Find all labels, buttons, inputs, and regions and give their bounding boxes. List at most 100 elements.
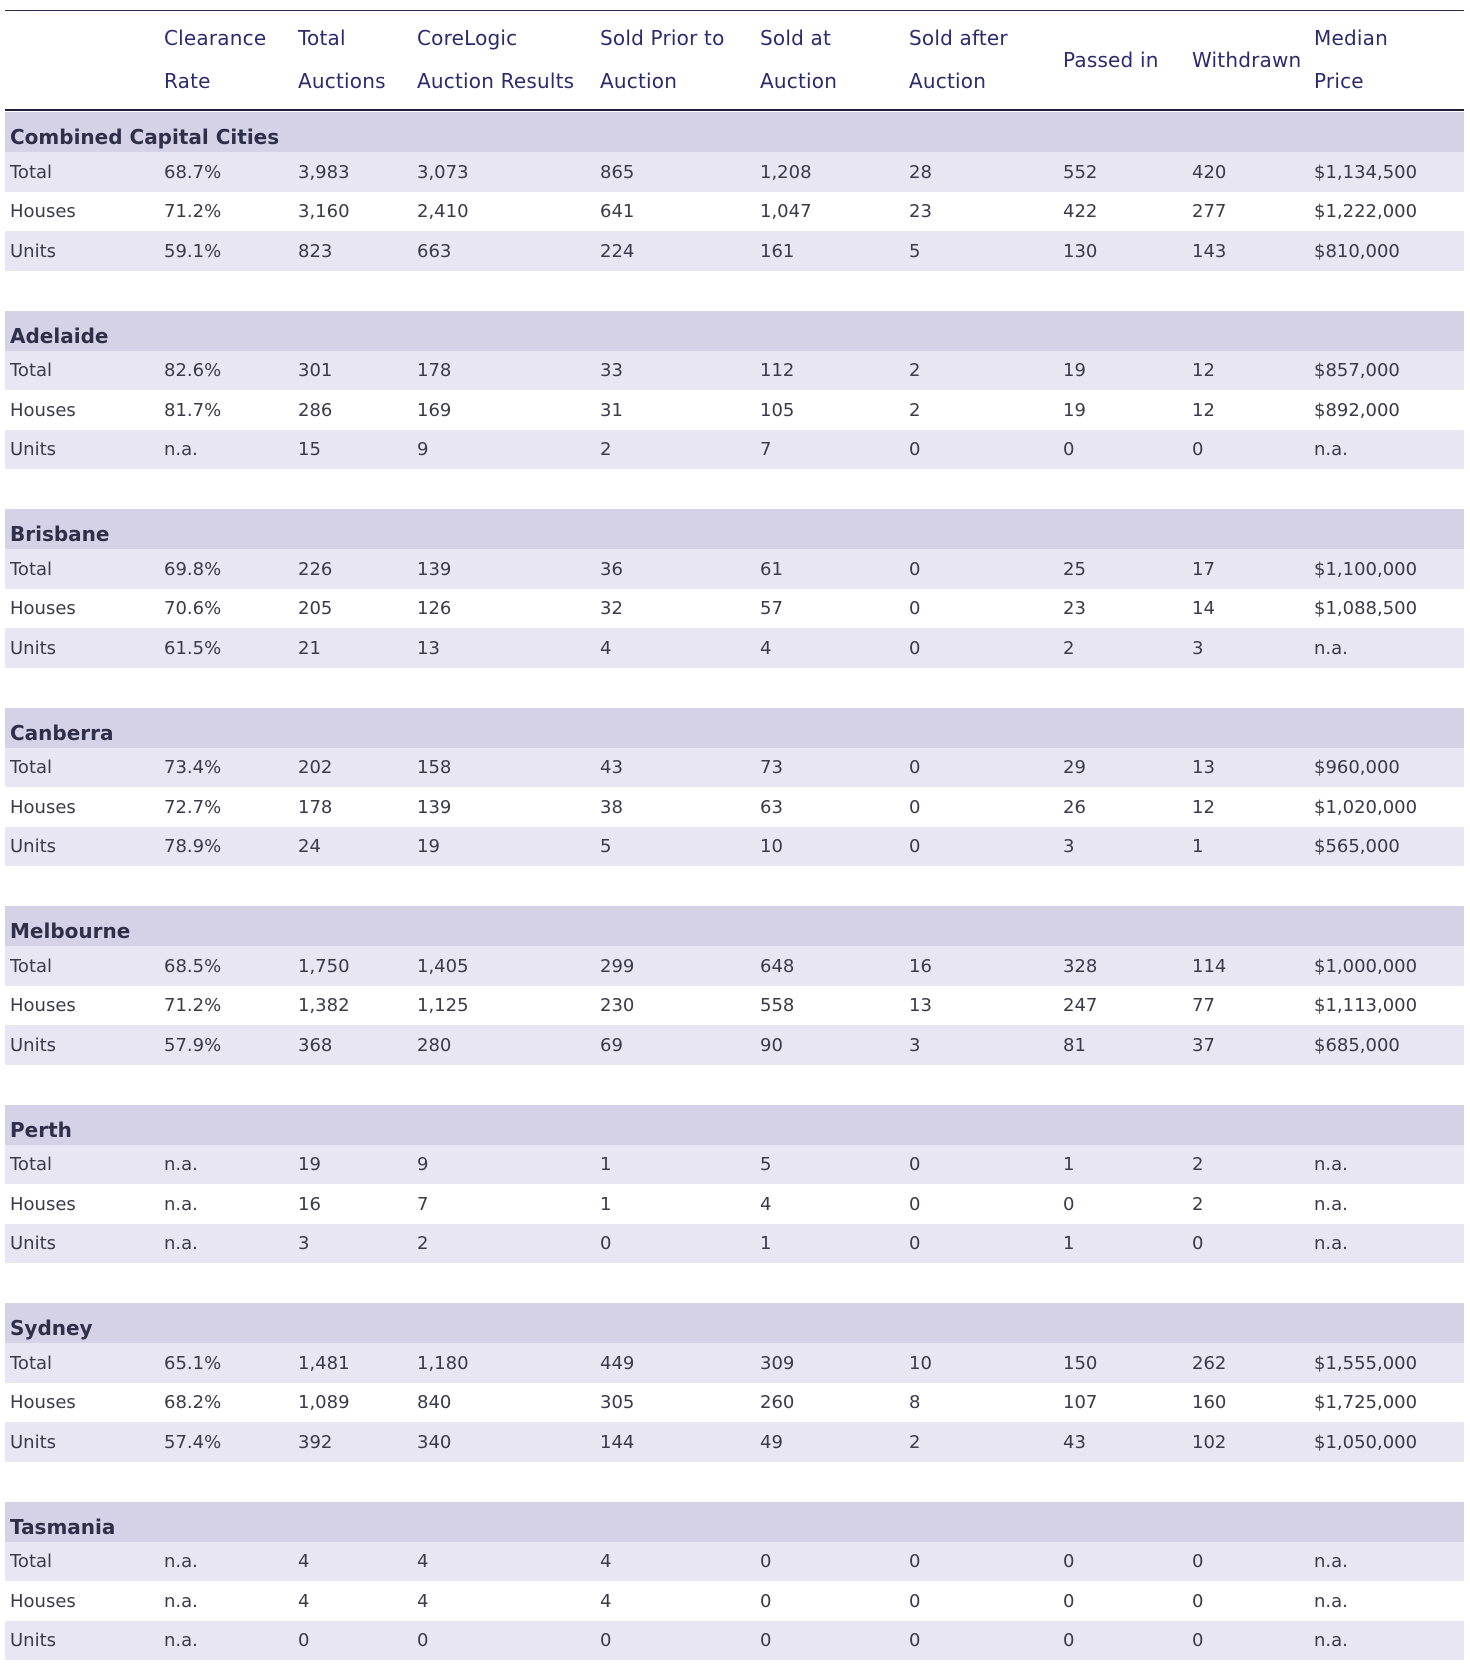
table-cell: 90: [760, 1034, 783, 1056]
table-cell: n.a.: [164, 1551, 198, 1573]
table-cell: 277: [1192, 201, 1227, 223]
table-cell: 0: [1192, 439, 1204, 461]
table-cell: 14: [1192, 598, 1215, 620]
table-cell: 422: [1063, 201, 1098, 223]
table-cell: 77: [1192, 995, 1215, 1017]
column-header-line: Auctions: [298, 69, 386, 93]
table-cell: 4: [600, 1551, 612, 1573]
table-cell: 19: [1063, 399, 1086, 421]
table-cell: n.a.: [1314, 1193, 1348, 1215]
table-cell: 0: [909, 1193, 921, 1215]
table-cell: 33: [600, 360, 623, 382]
table-cell: 4: [760, 637, 772, 659]
row-label: Units: [10, 637, 57, 659]
column-header-line: Auction Results: [417, 69, 575, 93]
table-cell: 3: [909, 1034, 921, 1056]
table-cell: 0: [1063, 1630, 1075, 1652]
table-cell: 13: [417, 637, 440, 659]
table-cell: 224: [600, 240, 635, 262]
table-cell: 0: [1192, 1551, 1204, 1573]
table-cell: 107: [1063, 1392, 1098, 1414]
city-group: Combined Capital Cities Total 68.7% 3,983 3,…: [5, 111, 1464, 271]
table-cell: 340: [417, 1431, 452, 1453]
table-cell: 43: [600, 757, 623, 779]
group-spacer: [5, 1065, 1464, 1105]
table-cell: $1,050,000: [1314, 1431, 1418, 1453]
table-cell: n.a.: [1314, 637, 1348, 659]
row-label: Units: [10, 1034, 57, 1056]
table-cell: 420: [1192, 161, 1227, 183]
table-cell: 144: [600, 1431, 635, 1453]
city-group-title: Melbourne: [5, 906, 1464, 946]
row-label: Total: [10, 757, 53, 779]
table-cell: 25: [1063, 558, 1086, 580]
column-header-line: Sold after: [909, 26, 1008, 50]
table-cell: 10: [760, 836, 783, 858]
table-cell: 57.4%: [164, 1431, 222, 1453]
table-cell: 0: [909, 1233, 921, 1255]
city-group-title: Adelaide: [5, 310, 1464, 351]
table-cell: 31: [600, 399, 623, 421]
table-cell: 15: [298, 439, 321, 461]
table-cell: 57.9%: [164, 1034, 222, 1056]
table-cell: 0: [1192, 1233, 1204, 1255]
row-label: Houses: [10, 1392, 76, 1414]
table-cell: 130: [1063, 240, 1098, 262]
table-cell: $565,000: [1314, 836, 1400, 858]
table-cell: 21: [298, 637, 321, 659]
table-cell: 648: [760, 955, 795, 977]
table-row: Houses 81.7% 286 169 31 105 2 19 12 $892,000: [5, 390, 1464, 430]
table-cell: 73.4%: [164, 757, 222, 779]
column-header: Sold after Auction: [904, 11, 1058, 109]
table-cell: 158: [417, 757, 452, 779]
table-cell: 1: [600, 1193, 612, 1215]
table-cell: 69.8%: [164, 558, 222, 580]
table-cell: 0: [909, 796, 921, 818]
table-cell: $1,100,000: [1314, 558, 1418, 580]
table-cell: 7: [417, 1193, 429, 1215]
table-cell: 4: [760, 1193, 772, 1215]
table-cell: 73: [760, 757, 783, 779]
table-cell: 2: [417, 1233, 429, 1255]
column-header: Median Price: [1309, 11, 1464, 109]
table-cell: 71.2%: [164, 201, 222, 223]
table-cell: 0: [909, 439, 921, 461]
table-cell: n.a.: [1314, 1154, 1348, 1176]
table-row: Total n.a. 19 9 1 5 0 1 2 n.a.: [5, 1144, 1464, 1184]
auction-results-table: Clearance Rate Total Auctions CoreLogic Aucti…: [5, 10, 1464, 1660]
table-cell: $1,088,500: [1314, 598, 1418, 620]
table-cell: 139: [417, 796, 452, 818]
row-label: Units: [10, 1431, 57, 1453]
table-cell: 65.1%: [164, 1352, 222, 1374]
table-cell: 13: [1192, 757, 1215, 779]
column-header-line: Auction: [600, 69, 678, 93]
column-header: Passed in: [1058, 11, 1187, 109]
table-cell: 0: [909, 598, 921, 620]
table-row: Total 82.6% 301 178 33 112 2 19 12 $857,000: [5, 350, 1464, 390]
table-cell: 0: [1192, 1590, 1204, 1612]
table-cell: 3,073: [417, 161, 469, 183]
row-label: Total: [10, 1352, 53, 1374]
table-cell: $960,000: [1314, 757, 1400, 779]
table-cell: 28: [909, 161, 932, 183]
city-group: Perth Total n.a. 19 9 1 5 0 1 2 n.a. Houses n.a. 16 7 1…: [5, 1065, 1464, 1263]
column-header-line: CoreLogic: [417, 26, 518, 50]
table-cell: 230: [600, 995, 635, 1017]
row-label: Total: [10, 360, 53, 382]
table-cell: $1,113,000: [1314, 995, 1418, 1017]
table-cell: 305: [600, 1392, 635, 1414]
table-cell: n.a.: [1314, 1630, 1348, 1652]
table-cell: 9: [417, 1154, 429, 1176]
table-cell: 260: [760, 1392, 795, 1414]
table-cell: 309: [760, 1352, 795, 1374]
table-cell: $1,725,000: [1314, 1392, 1418, 1414]
row-label: Total: [10, 558, 53, 580]
table-row: Houses n.a. 4 4 4 0 0 0 0 n.a.: [5, 1581, 1464, 1621]
table-cell: 38: [600, 796, 623, 818]
column-header: Total Auctions: [293, 11, 412, 109]
table-cell: 328: [1063, 955, 1098, 977]
table-cell: 81.7%: [164, 399, 222, 421]
table-cell: 865: [600, 161, 635, 183]
table-cell: $810,000: [1314, 240, 1400, 262]
table-cell: 226: [298, 558, 333, 580]
